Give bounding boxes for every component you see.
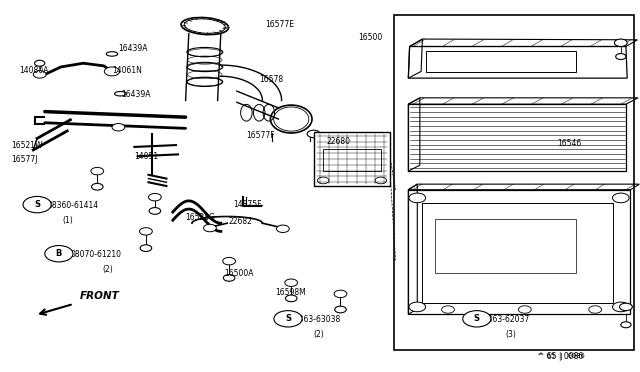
Text: 16577J: 16577J: [12, 155, 38, 164]
Circle shape: [409, 302, 426, 312]
Circle shape: [620, 303, 632, 311]
Circle shape: [91, 167, 104, 175]
Text: (2): (2): [314, 330, 324, 339]
Text: (2): (2): [102, 265, 113, 274]
Circle shape: [621, 322, 631, 328]
Bar: [314, 132, 390, 186]
Circle shape: [317, 177, 329, 184]
Circle shape: [35, 60, 45, 66]
Circle shape: [442, 306, 454, 313]
Text: 16577F: 16577F: [246, 131, 275, 140]
Circle shape: [92, 183, 103, 190]
Circle shape: [223, 275, 235, 281]
Text: ^ 65 | 0086: ^ 65 | 0086: [538, 353, 584, 360]
Circle shape: [614, 39, 627, 46]
Circle shape: [223, 257, 236, 265]
Circle shape: [409, 193, 426, 203]
Text: 22682: 22682: [228, 217, 252, 226]
Circle shape: [33, 71, 46, 78]
Text: 08363-63038: 08363-63038: [289, 315, 340, 324]
Circle shape: [204, 224, 216, 232]
Circle shape: [612, 193, 629, 203]
Text: 14875F: 14875F: [234, 200, 262, 209]
Circle shape: [149, 208, 161, 214]
Text: S: S: [285, 314, 291, 323]
Text: 16500: 16500: [358, 33, 383, 42]
Text: 14051: 14051: [134, 152, 159, 161]
Circle shape: [45, 246, 73, 262]
Text: S: S: [474, 314, 480, 323]
Circle shape: [335, 306, 346, 313]
Circle shape: [285, 279, 298, 286]
Bar: [323, 149, 381, 171]
Circle shape: [307, 130, 320, 138]
Circle shape: [285, 295, 297, 302]
Text: 14061N: 14061N: [112, 66, 142, 75]
Text: 08360-61414: 08360-61414: [47, 201, 99, 210]
Circle shape: [148, 193, 161, 201]
Bar: [394, 15, 634, 350]
Text: 16521W: 16521W: [12, 141, 43, 150]
Circle shape: [140, 245, 152, 251]
Text: 22680: 22680: [326, 137, 351, 146]
Text: 16439A: 16439A: [122, 90, 151, 99]
Text: (3): (3): [506, 330, 516, 339]
Circle shape: [375, 177, 387, 184]
Circle shape: [463, 311, 491, 327]
Text: 16500A: 16500A: [224, 269, 253, 278]
Circle shape: [112, 124, 125, 131]
Text: 08363-62037: 08363-62037: [479, 315, 530, 324]
Text: 14080A: 14080A: [19, 66, 49, 75]
Circle shape: [616, 54, 626, 60]
Circle shape: [589, 306, 602, 313]
Text: FRONT: FRONT: [80, 291, 120, 301]
Text: 16546: 16546: [557, 139, 581, 148]
Text: ^ 65 | 0086: ^ 65 | 0086: [538, 352, 583, 361]
Circle shape: [518, 306, 531, 313]
Circle shape: [23, 196, 51, 213]
Circle shape: [274, 311, 302, 327]
Text: 16577E: 16577E: [266, 20, 294, 29]
Circle shape: [140, 228, 152, 235]
Text: B: B: [56, 249, 62, 258]
Text: 16578: 16578: [259, 76, 284, 84]
Text: 08070-61210: 08070-61210: [70, 250, 122, 259]
Text: 16598M: 16598M: [275, 288, 306, 296]
Text: 16528G: 16528G: [186, 213, 216, 222]
Text: (1): (1): [63, 216, 74, 225]
Circle shape: [104, 67, 120, 76]
Text: S: S: [34, 200, 40, 209]
Circle shape: [334, 290, 347, 298]
Text: 16439A: 16439A: [118, 44, 148, 53]
Circle shape: [276, 225, 289, 232]
Circle shape: [612, 302, 629, 312]
